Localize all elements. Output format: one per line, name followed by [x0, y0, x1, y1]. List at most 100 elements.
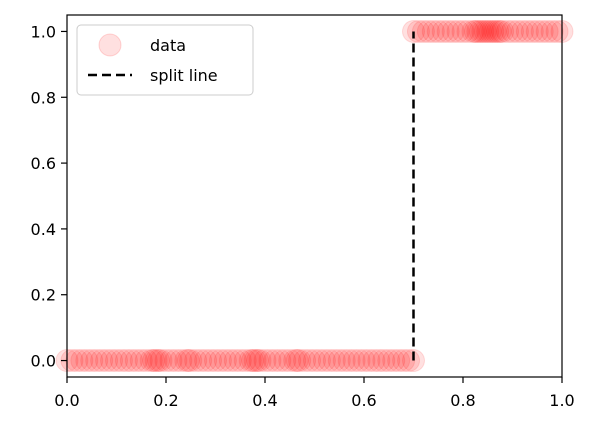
- legend-label-data: data: [150, 36, 186, 55]
- scatter-point: [147, 349, 171, 373]
- scatter-points: [55, 19, 574, 373]
- scatter-point: [337, 349, 361, 373]
- scatter-point: [535, 19, 559, 43]
- scatter-point: [100, 349, 124, 373]
- scatter-point: [194, 349, 218, 373]
- legend-box: [76, 24, 254, 96]
- scatter-point: [441, 19, 465, 43]
- scatter-point: [342, 349, 366, 373]
- scatter-point: [476, 19, 500, 43]
- scatter-point: [105, 349, 128, 373]
- scatter-point: [377, 349, 401, 373]
- scatter-point: [90, 349, 114, 373]
- scatter-point: [268, 349, 292, 373]
- scatter-point: [273, 349, 297, 373]
- scatter-point: [238, 349, 262, 373]
- scatter-point: [505, 19, 529, 43]
- scatter-point: [144, 349, 168, 373]
- scatter-point: [515, 19, 539, 43]
- scatter-point: [278, 349, 302, 373]
- y-tick-label: 0.0: [31, 352, 56, 371]
- scatter-point: [530, 19, 554, 43]
- scatter-point: [327, 349, 351, 373]
- x-tick-label: 0.8: [450, 391, 475, 410]
- scatter-point: [473, 19, 497, 43]
- scatter-point: [241, 349, 265, 373]
- x-tick-label: 0.6: [351, 391, 376, 410]
- scatter-point: [228, 349, 252, 373]
- scatter-point: [525, 19, 549, 43]
- x-tick-label: 0.2: [153, 391, 178, 410]
- legend-marker-data: [98, 33, 122, 57]
- scatter-point: [317, 349, 341, 373]
- scatter-point: [80, 349, 104, 373]
- scatter-point: [114, 349, 138, 373]
- scatter-point: [223, 349, 247, 373]
- scatter-point: [486, 19, 510, 43]
- scatter-point: [411, 19, 435, 43]
- y-tick-label: 0.6: [31, 154, 56, 173]
- scatter-point: [431, 19, 455, 43]
- scatter-point: [357, 349, 381, 373]
- scatter-point: [510, 19, 534, 43]
- scatter-point: [426, 19, 450, 43]
- scatter-point: [139, 349, 163, 373]
- scatter-point: [520, 19, 544, 43]
- scatter-point: [258, 349, 282, 373]
- scatter-point: [199, 349, 223, 373]
- scatter-point: [253, 349, 277, 373]
- x-axis: 0.0 0.2 0.4 0.6 0.8 1.0: [54, 377, 575, 410]
- scatter-point: [471, 19, 495, 43]
- scatter-point: [483, 19, 507, 43]
- scatter-point: [124, 349, 148, 373]
- scatter-point: [184, 349, 208, 373]
- scatter-point: [382, 349, 406, 373]
- scatter-point: [179, 349, 203, 373]
- scatter-point: [134, 349, 158, 373]
- scatter-point: [332, 349, 356, 373]
- scatter-point: [496, 19, 520, 43]
- scatter-point: [436, 19, 460, 43]
- x-tick-label: 0.4: [252, 391, 277, 410]
- scatter-point: [208, 349, 232, 373]
- scatter-point: [164, 349, 188, 373]
- scatter-point: [149, 349, 173, 373]
- scatter-point: [367, 349, 391, 373]
- scatter-point: [285, 349, 309, 373]
- scatter-point: [129, 349, 153, 373]
- scatter-point: [189, 349, 213, 373]
- x-tick-label: 1.0: [549, 391, 574, 410]
- scatter-point: [491, 19, 515, 43]
- scatter-point: [402, 19, 425, 43]
- legend: data split line: [76, 24, 254, 96]
- scatter-point: [288, 349, 312, 373]
- scatter-point: [461, 19, 485, 43]
- scatter-point: [303, 349, 326, 373]
- scatter-point: [446, 19, 470, 43]
- scatter-point: [372, 349, 396, 373]
- scatter-point: [204, 349, 227, 373]
- scatter-point: [233, 349, 257, 373]
- scatter-point: [119, 349, 143, 373]
- scatter-point: [501, 19, 524, 43]
- y-tick-label: 0.2: [31, 286, 56, 305]
- y-tick-label: 0.4: [31, 220, 56, 239]
- scatter-point: [322, 349, 346, 373]
- scatter-point: [352, 349, 376, 373]
- scatter-point: [387, 349, 411, 373]
- scatter-point: [416, 19, 440, 43]
- y-axis: 0.0 0.2 0.4 0.6 0.8 1.0: [31, 22, 67, 371]
- scatter-point: [213, 349, 237, 373]
- scatter-point: [456, 19, 480, 43]
- y-tick-label: 1.0: [31, 22, 56, 41]
- scatter-point: [176, 349, 200, 373]
- scatter-point: [95, 349, 119, 373]
- scatter-point: [75, 349, 99, 373]
- axes-frame: [66, 14, 563, 378]
- scatter-point: [174, 349, 198, 373]
- scatter-point: [478, 19, 502, 43]
- scatter-point: [159, 349, 183, 373]
- scatter-point: [298, 349, 322, 373]
- scatter-point: [263, 349, 287, 373]
